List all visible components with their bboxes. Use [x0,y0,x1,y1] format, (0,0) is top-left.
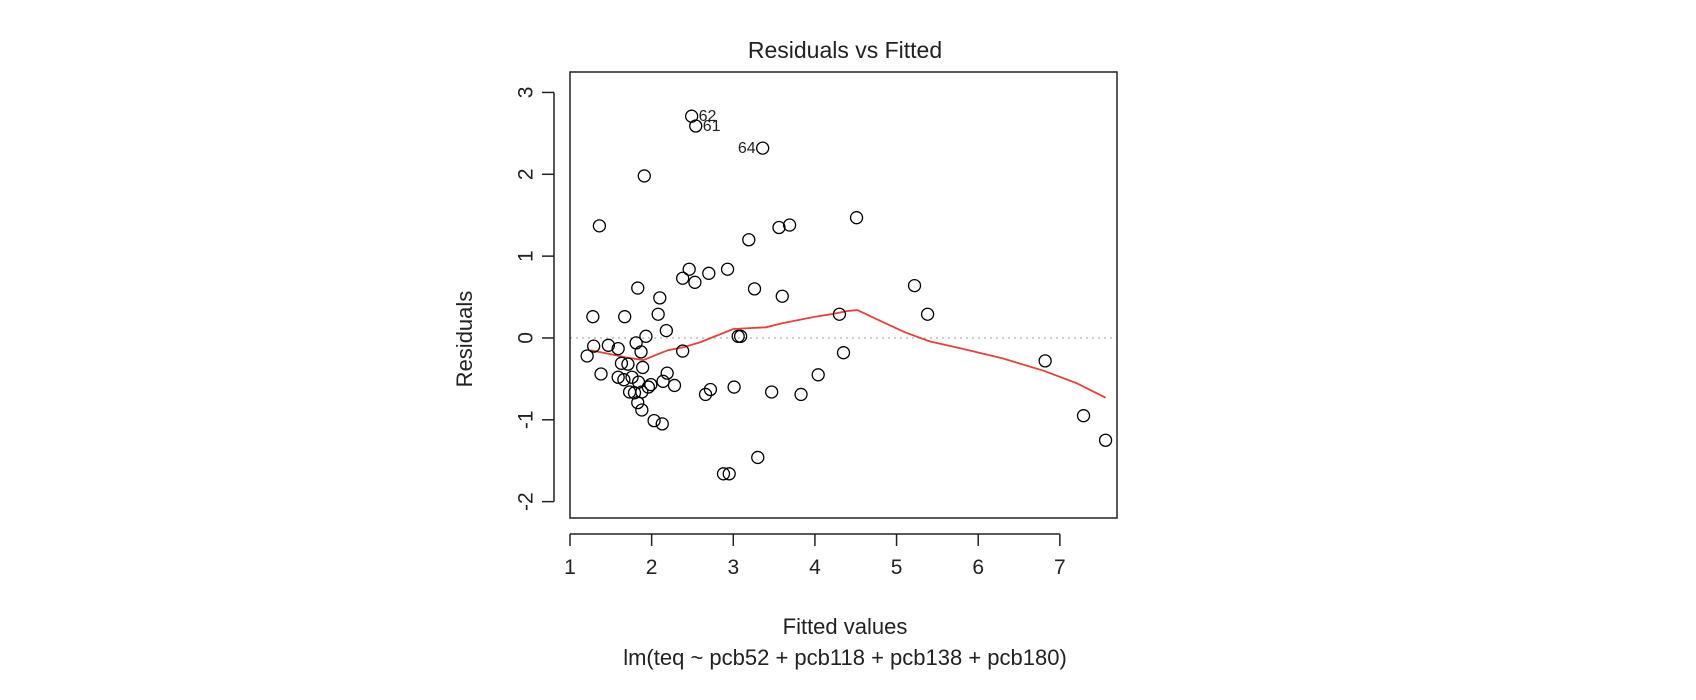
data-point [614,356,629,370]
x-axis: 1 2 3 4 5 6 7 [564,533,1066,579]
data-point [682,262,696,276]
data-point [782,218,797,232]
data-point [667,378,682,393]
data-point [594,367,608,381]
y-tick-label: 1 [515,250,538,262]
data-point [659,323,673,338]
x-tick-label: 1 [564,556,576,579]
points-layer [580,109,1113,481]
chart-title: Residuals vs Fitted [748,37,942,63]
data-point [637,169,651,183]
x-tick-label: 7 [1054,556,1066,579]
data-point [849,211,864,225]
data-point [751,450,765,465]
data-point [634,345,648,359]
data-point [676,271,690,285]
data-point [644,377,658,392]
data-point [611,341,625,356]
point-label: 61 [703,118,721,135]
data-point [1038,354,1052,368]
data-point [832,307,847,321]
data-point [611,370,625,384]
data-point [1076,409,1091,423]
data-point [592,219,607,233]
data-point [775,289,789,303]
data-point [641,380,656,394]
data-point [647,413,661,428]
data-point [756,141,770,155]
y-tick-label: 0 [515,332,538,344]
data-point [651,307,665,321]
data-point [635,403,649,417]
y-tick-label: 2 [515,168,538,180]
x-tick-label: 3 [727,556,739,579]
data-point [627,386,642,400]
data-point [618,310,632,324]
data-point [688,275,702,289]
x-tick-label: 4 [809,556,821,579]
data-point [702,266,716,280]
data-point [689,119,703,133]
data-point [636,360,650,375]
data-point [587,339,601,353]
data-point [631,281,645,295]
x-tick-label: 2 [646,556,658,579]
data-point [580,349,594,363]
data-point [655,417,669,431]
data-point [836,346,851,360]
data-point [811,368,825,382]
data-point [586,310,600,324]
y-tick-label: 3 [515,87,538,99]
data-point [656,374,670,388]
data-point [772,220,786,235]
point-label: 62 [699,108,717,125]
x-tick-label: 6 [972,556,984,579]
x-axis-title: Fitted values [783,614,908,639]
point-label: 64 [738,140,756,157]
data-point [765,385,779,399]
y-axis: -2 -1 0 1 2 3 [515,87,555,511]
data-point [653,291,667,305]
data-point [742,233,756,247]
data-point [660,366,674,380]
data-point [1098,433,1113,447]
y-tick-label: -1 [515,410,538,429]
data-point [631,395,645,410]
data-point [639,329,653,343]
smoother-line [590,309,1107,399]
data-point [621,357,635,371]
data-point [720,262,735,276]
x-tick-label: 5 [891,556,903,579]
data-point [907,278,922,293]
data-point [703,382,718,397]
data-point [794,387,808,402]
data-point [617,373,631,387]
y-axis-title: Residuals [452,291,477,388]
model-subtitle: lm(teq ~ pcb52 + pcb118 + pcb138 + pcb18… [623,645,1067,670]
data-point [601,338,616,352]
data-point [747,282,762,296]
data-point [698,387,713,402]
plot-frame [569,71,1118,519]
data-point [727,380,741,394]
y-tick-label: -2 [515,492,538,511]
data-point [716,467,731,481]
data-point [722,467,736,481]
data-point [920,307,935,321]
data-point [676,344,690,358]
data-point [733,329,748,343]
